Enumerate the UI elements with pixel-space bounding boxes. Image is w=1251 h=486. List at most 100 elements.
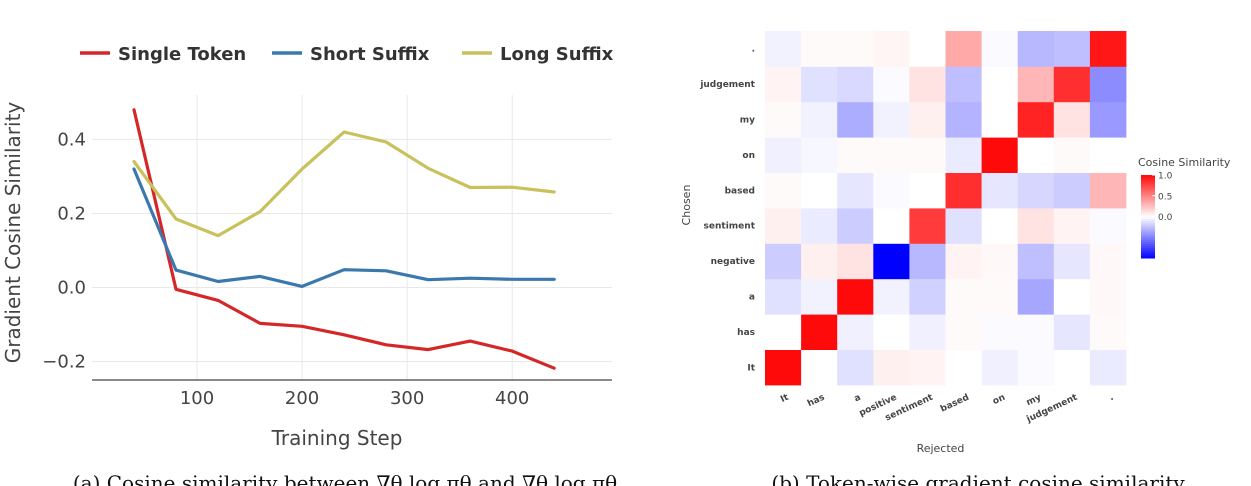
y-tick-label: 0.2 [57, 203, 86, 224]
series-line-2 [132, 130, 556, 238]
heatmap-cell [837, 314, 874, 350]
colorbar-segment [1141, 247, 1155, 251]
heatmap-cell [1017, 101, 1055, 138]
colorbar-segment [1141, 212, 1155, 215]
y-axis-label: Gradient Cosine Similarity [1, 102, 25, 364]
legend-label: Single Token [118, 44, 246, 65]
colorbar-segment [1141, 197, 1155, 201]
colorbar-segment [1141, 233, 1155, 236]
colorbar-segment [1141, 249, 1155, 253]
x-tick-label: my [1025, 393, 1043, 409]
heatmap-cell [909, 314, 946, 350]
heatmap-cell [765, 208, 802, 244]
heatmap-cell [981, 31, 1019, 67]
colorbar-segment [1141, 222, 1155, 226]
y-tick-label: my [740, 116, 755, 126]
y-tick-label: negative [711, 257, 755, 267]
colorbar-segment [1141, 241, 1155, 244]
x-tick-label: It [779, 392, 791, 405]
heatmap-cell [837, 66, 874, 103]
colorbar-tick-label: 0.5 [1158, 192, 1172, 202]
x-tick-label: 200 [285, 388, 319, 409]
heatmap-cell [837, 172, 874, 209]
colorbar-segment [1141, 228, 1155, 232]
heatmap-cell [1053, 101, 1091, 138]
heatmap-cell [801, 349, 838, 386]
y-tick-label: . [752, 45, 755, 55]
heatmap-cell [873, 137, 910, 173]
y-tick-label: sentiment [704, 222, 756, 232]
heatmap-cell [909, 243, 946, 280]
colorbar-segment [1141, 251, 1155, 255]
heatmap-cell [909, 278, 946, 315]
heatmap-cell [873, 243, 910, 280]
heatmap-cell [765, 278, 802, 315]
heatmap-cell [873, 208, 910, 244]
heatmap-cell [945, 172, 982, 209]
x-tick-label: 100 [180, 388, 214, 409]
heatmap-chart: It has a negative sentiment based on my judgemen… [680, 31, 1231, 486]
heatmap-cell [1053, 278, 1091, 315]
heatmap-cell [1017, 31, 1055, 67]
heatmap-cell [1017, 243, 1055, 280]
colorbar-segment [1141, 208, 1155, 211]
y-tick-label: on [742, 151, 755, 161]
heatmap-cell [909, 66, 946, 103]
colorbar-segment [1141, 199, 1155, 203]
heatmap-cell [1053, 349, 1091, 386]
heatmap-cell [837, 31, 874, 67]
heatmap-cell [945, 137, 982, 173]
heatmap-cell [909, 349, 946, 386]
heatmap-cell [765, 137, 802, 173]
heatmap-cell [981, 172, 1019, 209]
colorbar-segment [1141, 185, 1155, 188]
x-tick-label: . [1108, 393, 1115, 404]
y-tick-label: based [725, 186, 755, 196]
heatmap-cell [1089, 101, 1127, 138]
heatmap-cell [837, 137, 874, 173]
heatmap-cell [837, 208, 874, 244]
heatmap-cell [1089, 137, 1127, 173]
heatmap-cell [981, 137, 1019, 173]
x-tick-label: 300 [390, 388, 424, 409]
heatmap-cell [909, 172, 946, 209]
heatmap-cell [981, 66, 1019, 103]
x-axis-label: Training Step [271, 426, 403, 450]
heatmap-cell [801, 314, 838, 350]
heatmap-cell [909, 101, 946, 138]
heatmap-cell [765, 66, 802, 103]
colorbar-segment [1141, 224, 1155, 228]
colorbar-segment [1141, 177, 1155, 180]
heatmap-cell [873, 66, 910, 103]
heatmap-cell [873, 31, 910, 67]
heatmap-cell [945, 66, 982, 103]
heatmap-cell [801, 243, 838, 280]
heatmap-cell [765, 314, 802, 350]
x-tick-label: a [853, 393, 863, 405]
colorbar-segment [1141, 235, 1155, 238]
heatmap-cell [945, 31, 982, 67]
heatmap-cell [945, 314, 982, 350]
heatmap-cell [837, 349, 874, 386]
heatmap-cell [765, 172, 802, 209]
heatmap-cell [765, 243, 802, 280]
colorbar-segment [1141, 253, 1155, 257]
heatmap-cell [873, 172, 910, 209]
legend-label: Short Suffix [310, 44, 430, 65]
heatmap-cell [1017, 314, 1055, 350]
colorbar-segment [1141, 214, 1155, 217]
heatmap-cell [981, 208, 1019, 244]
heatmap-cell [1017, 278, 1055, 315]
colorbar-segment [1141, 187, 1155, 191]
colorbar-segment [1141, 245, 1155, 249]
heatmap-cell [765, 31, 802, 67]
y-axis-label: Chosen [680, 185, 693, 226]
heatmap-cell [1089, 66, 1127, 103]
heatmap-cell [1017, 172, 1055, 209]
heatmap-cell [981, 278, 1019, 315]
colorbar-segment [1141, 191, 1155, 195]
colorbar-segment [1141, 193, 1155, 197]
heatmap-cell [1089, 172, 1127, 209]
heatmap-cell [1089, 314, 1127, 350]
